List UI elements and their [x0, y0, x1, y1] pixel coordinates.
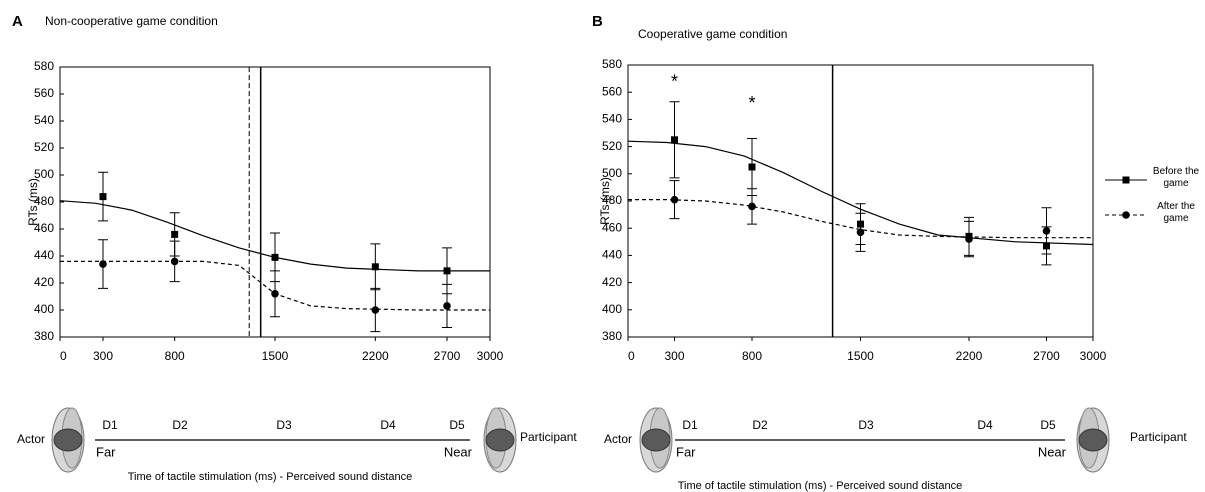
distance-point: D1 [102, 418, 118, 432]
y-axis-label: RTs (ms) [26, 178, 40, 226]
legend-label: After the game [1157, 201, 1195, 224]
significance-mark: * [748, 93, 755, 113]
distance-point: D5 [449, 418, 465, 432]
y-tick-label: 540 [602, 112, 622, 126]
y-tick-label: 440 [602, 248, 622, 262]
y-tick-label: 480 [34, 194, 54, 208]
y-tick-label: 540 [34, 113, 54, 127]
x-tick-label: 3000 [477, 349, 504, 363]
significance-mark: * [671, 71, 678, 91]
data-point [371, 306, 380, 314]
y-tick-label: 380 [34, 329, 54, 343]
data-point [748, 163, 756, 171]
far-label: Far [676, 444, 696, 459]
y-tick-label: 420 [602, 275, 622, 289]
actor-label: Actor [604, 432, 632, 446]
y-tick-label: 420 [34, 275, 54, 289]
data-point [371, 263, 379, 271]
near-label: Near [444, 444, 473, 459]
y-tick-label: 580 [602, 57, 622, 71]
y-tick-label: 500 [34, 167, 54, 181]
data-point [670, 195, 679, 204]
y-tick-label: 520 [34, 140, 54, 154]
distance-point: D2 [752, 418, 768, 432]
fit-curve [60, 260, 490, 311]
y-tick-label: 400 [34, 302, 54, 316]
y-tick-label: 580 [34, 59, 54, 73]
data-point [271, 253, 279, 261]
panel-label: A [12, 13, 23, 30]
far-label: Far [96, 444, 116, 459]
head-icon [641, 428, 671, 452]
x-tick-label: 0 [628, 349, 635, 363]
data-point [965, 235, 973, 243]
x-tick-label: 2700 [1033, 349, 1060, 363]
x-tick-label: 800 [165, 349, 185, 363]
head-icon [485, 428, 515, 452]
x-tick-label: 300 [93, 349, 113, 363]
data-point [170, 257, 179, 266]
y-tick-label: 560 [602, 84, 622, 98]
data-point [443, 302, 451, 310]
distance-point: D3 [858, 418, 874, 432]
data-point [99, 260, 107, 268]
distance-point: D1 [682, 418, 698, 432]
data-point [1122, 211, 1130, 219]
plot-area [627, 64, 1094, 338]
y-tick-label: 560 [34, 86, 54, 100]
y-tick-label: 500 [602, 166, 622, 180]
distance-point: D5 [1040, 418, 1056, 432]
y-tick-label: 460 [602, 220, 622, 234]
y-tick-label: 440 [34, 248, 54, 262]
x-tick-label: 1500 [262, 349, 289, 363]
y-tick-label: 400 [602, 302, 622, 316]
data-point [99, 193, 107, 201]
distance-point: D4 [380, 418, 396, 432]
y-tick-label: 520 [602, 139, 622, 153]
distance-point: D3 [276, 418, 292, 432]
data-point [856, 228, 865, 237]
x-tick-label: 2700 [434, 349, 461, 363]
x-axis-label: Time of tactile stimulation (ms) - Perce… [678, 480, 962, 492]
data-point [1042, 227, 1051, 235]
participant-label: Participant [520, 430, 577, 444]
x-axis-label: Time of tactile stimulation (ms) - Perce… [128, 471, 412, 483]
y-tick-label: 380 [602, 329, 622, 343]
y-tick-label: 480 [602, 193, 622, 207]
chart-title: Non-cooperative game condition [45, 14, 218, 28]
x-tick-label: 300 [664, 349, 684, 363]
actor-label: Actor [17, 432, 45, 446]
x-tick-label: 2200 [956, 349, 983, 363]
x-tick-label: 3000 [1080, 349, 1107, 363]
x-tick-label: 1500 [847, 349, 874, 363]
data-point [748, 202, 756, 211]
data-point [1122, 176, 1130, 184]
fit-curve [59, 200, 490, 272]
data-point [671, 136, 678, 144]
legend-label: Before the game [1152, 166, 1200, 189]
participant-label: Participant [1130, 430, 1187, 444]
near-label: Near [1038, 444, 1067, 459]
distance-point: D2 [172, 418, 188, 432]
x-tick-label: 800 [742, 349, 762, 363]
x-tick-label: 2200 [362, 349, 389, 363]
panel-label: B [592, 13, 603, 30]
y-axis-label: RTs (ms) [598, 177, 612, 225]
x-tick-label: 0 [60, 349, 67, 363]
distance-point: D4 [977, 418, 993, 432]
head-icon [53, 428, 83, 452]
y-tick-label: 460 [34, 221, 54, 235]
chart-title: Cooperative game condition [638, 27, 787, 41]
data-point [171, 230, 179, 238]
data-point [443, 267, 451, 275]
data-point [271, 290, 279, 298]
fit-curve [628, 199, 1093, 239]
head-icon [1078, 428, 1108, 452]
